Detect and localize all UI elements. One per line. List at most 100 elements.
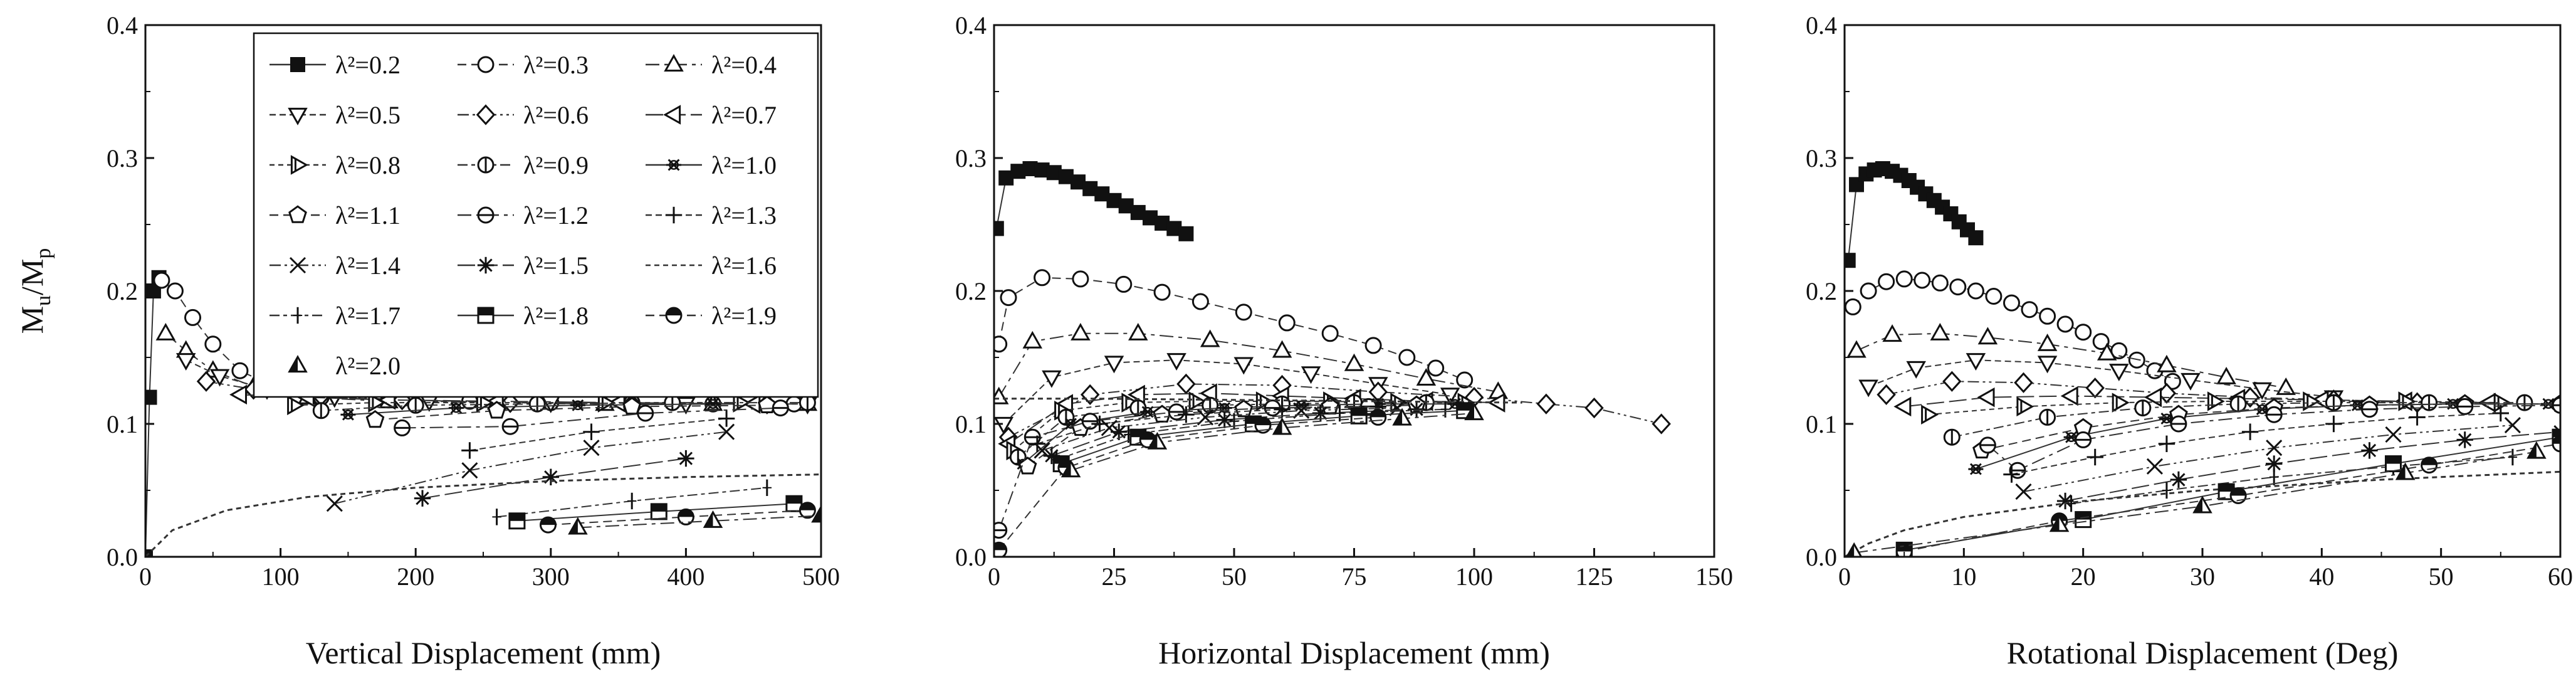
- x-tick-label-1-4: 400: [667, 562, 704, 591]
- data-point-lambda-sq-1-9-3: [2421, 456, 2438, 474]
- data-point-lambda-sq-1-2-5: [2361, 401, 2378, 418]
- data-point-lambda-sq-0-8-1: [2016, 396, 2034, 417]
- data-point-lambda-sq-1-0-3: [705, 398, 721, 410]
- data-point-lambda-sq-1-2-0: [394, 419, 411, 436]
- legend-label-lambda-sq-0-9: λ²=0.9: [523, 151, 589, 179]
- legend-item-lambda-sq-1-3: λ²=1.3: [646, 201, 777, 229]
- data-point-lambda-sq-1-7-2: [1229, 413, 1239, 430]
- data-point-lambda-sq-0-3-2: [1034, 269, 1051, 287]
- data-point-lambda-sq-0-3-5: [1153, 283, 1171, 301]
- data-point-lambda-sq-1-0-0: [1968, 463, 1984, 475]
- data-point-lambda-sq-0-4-7: [1416, 368, 1437, 386]
- legend-item-lambda-sq-1-8: λ²=1.8: [458, 302, 589, 330]
- data-point-lambda-sq-2-0-1: [2049, 514, 2070, 532]
- data-point-lambda-sq-1-0-3: [1217, 402, 1232, 414]
- data-point-lambda-sq-0-3-4: [1914, 272, 1931, 289]
- x-tick-label-2-5: 125: [1576, 562, 1613, 591]
- data-point-lambda-sq-0-4-4: [2037, 333, 2058, 351]
- legend-marker-lambda-sq-1-8: [477, 307, 495, 324]
- data-point-lambda-sq-1-9-0: [540, 516, 557, 534]
- data-point-lambda-sq-1-7-0: [492, 509, 501, 525]
- data-point-lambda-sq-0-5-0: [1858, 379, 1878, 398]
- data-point-lambda-sq-0-9-4: [798, 394, 816, 411]
- data-point-lambda-sq-1-5-1: [542, 468, 559, 485]
- data-point-lambda-sq-1-7-1: [2162, 482, 2172, 499]
- data-point-lambda-sq-1-4-2: [2266, 440, 2283, 456]
- legend-item-lambda-sq-0-6: λ²=0.6: [458, 101, 589, 129]
- data-point-lambda-sq-2-0-2: [1272, 417, 1292, 435]
- data-point-lambda-sq-1-8-1: [650, 503, 668, 520]
- x-tick-label-2-4: 100: [1455, 562, 1493, 591]
- legend-marker-lambda-sq-0-9: [477, 156, 495, 174]
- data-point-lambda-sq-0-3-3: [1895, 270, 1913, 288]
- series-lambda-sq-0-5: [1858, 353, 2344, 408]
- legend-marker-lambda-sq-1-4: [289, 256, 306, 274]
- series-line-lambda-sq-1-1: [375, 404, 767, 421]
- series-lambda-sq-1-6: [994, 398, 1522, 404]
- data-point-lambda-sq-0-3-6: [1949, 278, 1967, 296]
- data-point-lambda-sq-1-3-6: [2492, 404, 2510, 422]
- data-point-lambda-sq-1-5-1: [2170, 471, 2187, 488]
- data-point-lambda-sq-0-3-7: [1235, 303, 1252, 321]
- data-point-lambda-sq-0-8-0: [1921, 404, 1939, 425]
- data-point-lambda-sq-1-4-3: [718, 423, 735, 440]
- data-point-lambda-sq-1-8-3: [2385, 455, 2402, 473]
- x-tick-label-1-1: 100: [262, 562, 300, 591]
- legend-item-lambda-sq-0-8: λ²=0.8: [270, 151, 401, 179]
- legend-marker-lambda-sq-1-3: [665, 206, 683, 224]
- legend-label-lambda-sq-1-0: λ²=1.0: [711, 151, 777, 179]
- data-point-lambda-sq-0-3-3: [204, 335, 222, 353]
- data-point-lambda-sq-1-7-2: [2269, 468, 2279, 485]
- legend-marker-lambda-sq-1-7: [293, 307, 303, 324]
- data-point-lambda-sq-1-2-1: [501, 418, 519, 435]
- series-lambda-sq-0-4: [994, 322, 1509, 404]
- series-line-lambda-sq-2-0: [1071, 413, 1475, 472]
- data-point-lambda-sq-0-4-6: [1344, 353, 1364, 371]
- data-point-lambda-sq-0-8-2: [2112, 393, 2130, 413]
- legend-label-lambda-sq-2-0: λ²=2.0: [335, 352, 401, 380]
- data-point-lambda-sq-1-3-1: [2086, 448, 2103, 466]
- data-point-lambda-sq-1-7-0: [2066, 495, 2076, 512]
- data-point-lambda-sq-0-9-1: [2039, 408, 2056, 426]
- data-point-lambda-sq-0-3-10: [1364, 337, 1382, 354]
- data-point-lambda-sq-1-4-4: [2504, 417, 2521, 434]
- panel-2: 0 25 50 75 100 125 150 0.0 0.1 0.2 0.3 0.4 Horizonta…: [955, 11, 1733, 670]
- x-axis-title-3: Rotational Displacement (Deg): [2007, 635, 2399, 670]
- data-point-lambda-sq-0-4-7: [2216, 366, 2236, 384]
- y-tick-label-3-0: 0.0: [1806, 543, 1837, 571]
- data-point-lambda-sq-2-0-3: [2395, 462, 2416, 480]
- series-lambda-sq-0-9: [1943, 394, 2533, 446]
- series-lambda-sq-2-0: [1846, 441, 2547, 557]
- data-point-lambda-sq-0-9-3: [2229, 395, 2247, 413]
- legend-marker-lambda-sq-0-3: [477, 56, 495, 73]
- x-tick-label-1-0: 0: [139, 562, 152, 591]
- series-lambda-sq-1-4: [1034, 399, 1406, 459]
- data-point-lambda-sq-1-8-3: [1350, 407, 1368, 425]
- data-point-lambda-sq-1-7-2: [762, 479, 772, 496]
- series-line-lambda-sq-0-4: [165, 333, 808, 405]
- data-point-lambda-sq-0-3-0: [153, 272, 170, 289]
- data-point-lambda-sq-0-8-1: [368, 393, 386, 413]
- data-point-lambda-sq-0-6-8: [1652, 413, 1671, 435]
- y-tick-label-2-4: 0.4: [955, 11, 987, 40]
- legend: λ²=0.2 λ²=0.3 λ²=0.4 λ²=0.5 λ²=0.6 λ²=0.7 λ²=0…: [253, 32, 819, 398]
- data-point-lambda-sq-1-0-2: [1140, 406, 1156, 418]
- legend-marker-lambda-sq-1-9: [665, 307, 683, 324]
- data-point-lambda-sq-1-3-5: [2409, 409, 2426, 426]
- legend-label-lambda-sq-1-1: λ²=1.1: [335, 201, 401, 229]
- legend-label-lambda-sq-1-9: λ²=1.9: [711, 302, 777, 330]
- legend-marker-lambda-sq-0-7: [663, 105, 681, 125]
- legend-marker-lambda-sq-0-4: [664, 54, 684, 72]
- data-point-lambda-sq-1-0-2: [2159, 413, 2174, 425]
- data-point-lambda-sq-0-6-3: [2085, 377, 2105, 399]
- data-point-lambda-sq-1-8-0: [508, 512, 526, 530]
- data-point-lambda-sq-1-0-1: [448, 402, 464, 414]
- y-tick-label-3-2: 0.2: [1806, 277, 1837, 305]
- data-point-lambda-sq-1-4-1: [461, 462, 478, 479]
- series-lambda-sq-0-2: [994, 161, 1194, 241]
- data-point-lambda-sq-0-6-0: [1877, 384, 1896, 406]
- data-point-lambda-sq-0-7-0: [1893, 396, 1912, 417]
- data-point-lambda-sq-1-4-3: [1293, 402, 1310, 419]
- data-point-lambda-sq-0-3-0: [1845, 298, 1861, 315]
- x-tick-label-3-0: 0: [1838, 562, 1851, 591]
